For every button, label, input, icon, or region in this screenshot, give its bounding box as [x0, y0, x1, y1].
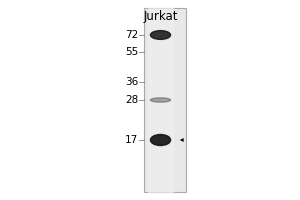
FancyBboxPatch shape: [144, 8, 186, 192]
Text: Jurkat: Jurkat: [143, 10, 178, 23]
Bar: [148, 8, 173, 192]
Ellipse shape: [150, 134, 171, 146]
Text: 17: 17: [125, 135, 138, 145]
Text: 72: 72: [125, 30, 138, 40]
Text: 55: 55: [125, 47, 138, 57]
Text: 36: 36: [125, 77, 138, 87]
Ellipse shape: [150, 31, 171, 39]
Ellipse shape: [150, 98, 171, 102]
Text: 28: 28: [125, 95, 138, 105]
